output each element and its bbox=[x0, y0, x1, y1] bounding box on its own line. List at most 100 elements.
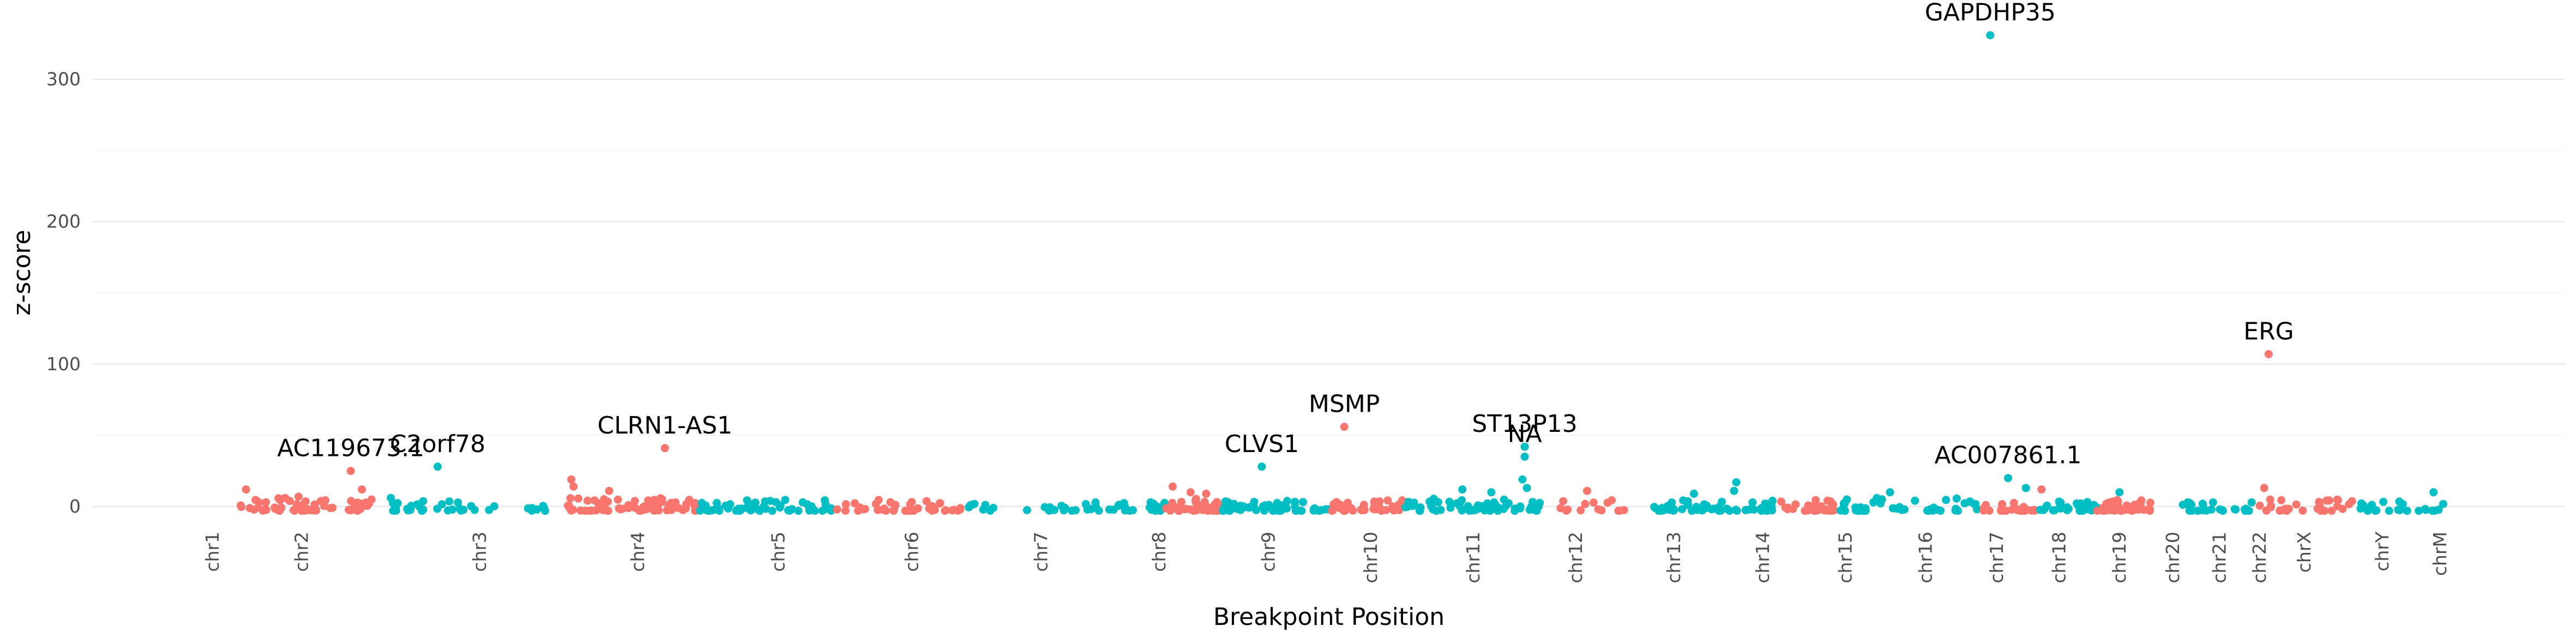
data-point bbox=[1589, 498, 1598, 507]
data-point bbox=[1432, 507, 1441, 515]
data-point bbox=[702, 506, 711, 515]
data-point bbox=[2298, 507, 2307, 515]
gene-label: AC007861.1 bbox=[1935, 442, 2082, 470]
x-axis-ticks: chr1 chr2 chr3 chr4 chr5 chr6 chr7 chr8 chr9 chr1… bbox=[202, 531, 2451, 583]
data-point bbox=[989, 503, 998, 512]
data-point bbox=[345, 505, 353, 514]
data-point bbox=[713, 498, 721, 507]
x-tick-label: chr20 bbox=[2162, 532, 2183, 583]
data-point-highlight bbox=[1186, 488, 1195, 497]
data-point bbox=[760, 502, 768, 511]
data-point bbox=[1168, 498, 1177, 507]
data-point bbox=[1094, 506, 1103, 515]
data-point bbox=[448, 505, 457, 514]
data-point bbox=[657, 498, 665, 507]
data-point bbox=[301, 497, 310, 505]
x-tick-label: chr12 bbox=[1565, 532, 1586, 583]
gene-label: CLVS1 bbox=[1225, 430, 1299, 458]
data-point bbox=[613, 495, 622, 504]
x-tick-label: chr8 bbox=[1148, 532, 1170, 572]
data-point bbox=[1292, 506, 1301, 515]
data-point bbox=[907, 498, 916, 507]
data-point bbox=[1357, 506, 1366, 515]
data-point bbox=[1898, 505, 1906, 514]
gene-label: MSMP bbox=[1309, 390, 1380, 418]
data-point bbox=[445, 497, 454, 505]
data-point bbox=[2050, 506, 2059, 515]
data-point bbox=[1291, 497, 1299, 506]
data-point-highlight bbox=[1520, 453, 1529, 461]
data-point bbox=[604, 497, 612, 506]
data-point-highlight bbox=[2004, 474, 2012, 483]
data-point bbox=[776, 501, 785, 510]
data-point bbox=[1382, 506, 1391, 514]
data-point bbox=[564, 501, 573, 510]
data-point bbox=[1182, 504, 1190, 513]
data-point bbox=[454, 498, 462, 507]
data-point bbox=[237, 501, 245, 510]
data-point bbox=[1483, 499, 1491, 508]
data-point-highlight bbox=[1257, 462, 1266, 471]
data-point bbox=[2379, 497, 2388, 506]
data-point bbox=[352, 504, 360, 513]
data-point-highlight bbox=[2115, 488, 2124, 497]
data-point bbox=[2099, 507, 2107, 515]
data-point bbox=[821, 496, 829, 504]
data-point bbox=[1309, 505, 1318, 514]
data-point-highlight bbox=[1487, 488, 1496, 497]
data-point bbox=[413, 500, 422, 509]
data-point bbox=[1928, 507, 1937, 515]
data-point bbox=[1952, 494, 1961, 503]
data-point bbox=[928, 507, 936, 515]
data-point bbox=[2394, 505, 2403, 514]
data-point bbox=[392, 507, 400, 515]
data-point bbox=[1814, 506, 1822, 515]
data-point bbox=[328, 503, 337, 512]
data-point bbox=[2208, 498, 2217, 507]
data-point bbox=[320, 502, 328, 510]
data-point bbox=[1464, 502, 1472, 510]
data-point bbox=[2078, 507, 2087, 515]
data-point bbox=[1040, 503, 1049, 511]
data-point bbox=[594, 499, 603, 508]
data-point bbox=[1129, 506, 1137, 515]
data-point bbox=[1238, 502, 1247, 510]
data-point bbox=[1299, 498, 1307, 507]
data-point bbox=[1425, 497, 1434, 506]
data-point bbox=[1732, 507, 1741, 515]
data-point bbox=[2356, 504, 2365, 513]
data-point bbox=[1777, 497, 1785, 506]
data-point-highlight bbox=[1518, 475, 1527, 484]
data-point bbox=[1091, 498, 1100, 507]
y-tick-label: 100 bbox=[46, 353, 81, 375]
data-point bbox=[1562, 506, 1570, 515]
data-point bbox=[2255, 501, 2264, 510]
data-point bbox=[1663, 502, 1672, 510]
data-point bbox=[1404, 497, 1413, 506]
data-point bbox=[2188, 506, 2196, 515]
data-point bbox=[1837, 506, 1845, 515]
data-point-highlight bbox=[660, 444, 669, 453]
data-point bbox=[592, 506, 600, 515]
gene-label: ERG bbox=[2243, 318, 2294, 346]
x-tick-label: chr13 bbox=[1663, 532, 1684, 583]
data-point-highlight bbox=[1986, 31, 1995, 40]
data-point-highlight bbox=[387, 493, 395, 502]
data-point bbox=[1211, 500, 1219, 509]
data-point bbox=[833, 505, 841, 514]
data-point bbox=[310, 500, 319, 509]
data-point bbox=[1249, 501, 1258, 509]
data-point bbox=[1576, 506, 1585, 515]
gene-label: CLRN1-AS1 bbox=[597, 412, 732, 440]
x-axis-title: Breakpoint Position bbox=[1213, 603, 1445, 631]
data-point bbox=[2178, 501, 2187, 509]
x-tick-label: chr7 bbox=[1031, 532, 1052, 572]
data-point bbox=[649, 504, 658, 513]
data-point bbox=[2247, 498, 2256, 507]
data-point bbox=[1942, 496, 1951, 504]
data-point bbox=[2127, 505, 2135, 514]
x-tick-label: chr17 bbox=[1986, 532, 2007, 583]
data-point bbox=[2348, 497, 2356, 505]
data-point bbox=[566, 494, 575, 503]
data-point bbox=[1434, 498, 1442, 507]
